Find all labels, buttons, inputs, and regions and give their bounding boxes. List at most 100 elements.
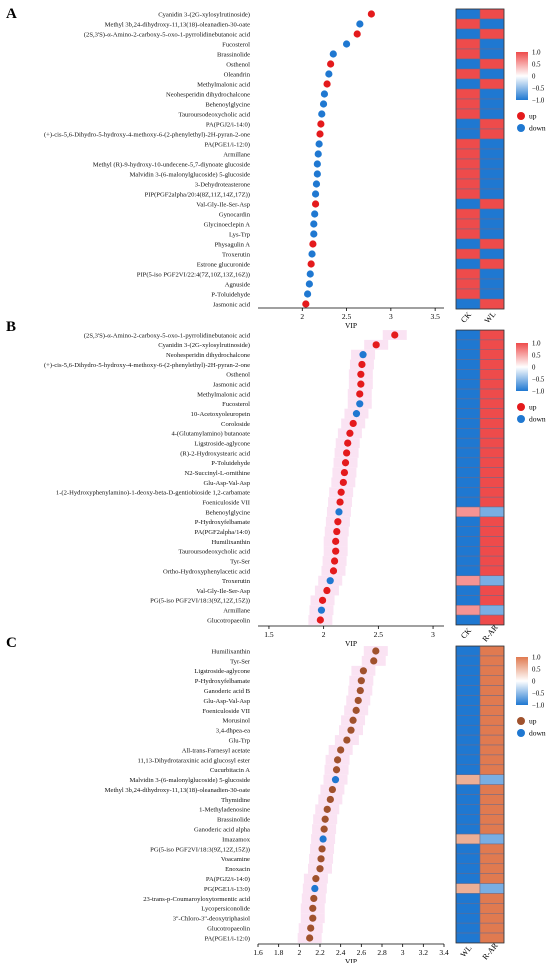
colorbar-tick-label: −1.0	[532, 389, 545, 396]
vip-point	[316, 865, 324, 873]
heatmap-cell	[455, 108, 481, 120]
metabolite-label: Enoxacin	[225, 866, 251, 873]
heatmap-column-label: R-AR	[480, 623, 500, 644]
heatmap-cell	[479, 506, 505, 518]
heatmap-cell	[455, 248, 481, 260]
metabolite-label: 1-Methyladenosine	[199, 807, 250, 814]
heatmap-cell	[455, 288, 481, 300]
colorbar-tick-label: 0.5	[532, 62, 541, 69]
vip-point	[344, 439, 352, 447]
heatmap-column-label: WL	[483, 310, 498, 325]
vip-point	[349, 716, 357, 724]
vip-point	[306, 270, 314, 278]
heatmap-cell	[455, 575, 481, 586]
heatmap-column-label: CK	[459, 310, 473, 324]
metabolite-label: (2S,3'S)-α-Amino-2-carboxy-5-oxo-1-pyrro…	[84, 332, 251, 339]
metabolite-label: Fucosterol	[222, 41, 250, 48]
vip-point	[334, 518, 342, 526]
vip-point	[312, 180, 321, 188]
heatmap-cell	[455, 724, 481, 736]
heatmap-cell	[455, 605, 481, 616]
heatmap-cell	[479, 437, 505, 449]
vip-point	[317, 855, 325, 863]
heatmap-cell	[479, 248, 505, 260]
heatmap-cell	[479, 565, 505, 577]
vip-point	[315, 140, 323, 148]
panel-label: A	[6, 6, 17, 22]
vip-point	[331, 776, 340, 784]
vip-point	[320, 90, 329, 98]
heatmap-column-label: R-AR	[480, 941, 500, 962]
heatmap-cell	[455, 428, 481, 439]
heatmap-frame	[455, 8, 505, 310]
heatmap-cell	[455, 457, 481, 468]
vip-point	[323, 80, 331, 88]
colorbar-tick-label: 1.0	[532, 341, 541, 348]
metabolite-label: Osthenol	[226, 61, 250, 68]
metabolite-label: (R)-2-Hydroxystearic acid	[180, 450, 250, 457]
metabolite-label: Estrone glucuronide	[197, 261, 250, 268]
metabolite-label: Behenoylglycine	[205, 509, 250, 516]
heatmap-cell	[455, 595, 481, 606]
legend-down-label: down	[529, 124, 546, 133]
vip-point	[318, 845, 326, 853]
x-tick-label: 2	[297, 948, 301, 957]
heatmap-cell	[455, 188, 481, 200]
heatmap-column-label: WL	[459, 944, 474, 959]
colorbar	[516, 657, 528, 705]
metabolite-label: Glu-Asp-Val-Asp	[203, 480, 250, 487]
heatmap-cell	[479, 675, 505, 686]
metabolite-label: Troxerutin	[222, 251, 251, 258]
vip-point	[332, 547, 340, 555]
heatmap-cell	[479, 784, 505, 795]
metabolite-label: (+)-cis-5,6-Dihydro-5-hydroxy-4-methoxy-…	[44, 362, 250, 369]
heatmap-cell	[479, 298, 505, 310]
heatmap-cell	[479, 754, 505, 766]
heatmap-cell	[479, 705, 505, 716]
heatmap-cell	[479, 487, 505, 498]
x-tick-label: 3	[389, 312, 393, 321]
heatmap-cell	[479, 645, 505, 657]
heatmap-cell	[455, 685, 481, 696]
vip-point	[318, 596, 327, 604]
heatmap-cell	[455, 268, 481, 280]
metabolite-label: All-trans-Farnesyl acetate	[182, 747, 250, 754]
vip-point	[357, 380, 365, 388]
metabolite-label: (+)-cis-5,6-Dihydro-5-hydroxy-4-methoxy-…	[44, 131, 250, 138]
heatmap-cell	[479, 724, 505, 736]
vip-point	[314, 150, 322, 158]
metabolite-label: Val-Gly-Ile-Ser-Asp	[196, 201, 250, 208]
metabolite-label: N2-Succinyl-L-ornithine	[184, 470, 250, 477]
heatmap-cell	[479, 744, 505, 756]
heatmap-cell	[455, 774, 481, 785]
heatmap-cell	[479, 58, 505, 70]
heatmap-cell	[479, 128, 505, 140]
metabolite-label: Cyanidin 3-(2G-xylosylrutinoside)	[158, 342, 250, 349]
metabolite-label: Voacamine	[221, 856, 250, 863]
metabolite-label: Ligstroside-aglycone	[194, 441, 250, 448]
colorbar	[516, 343, 528, 391]
colorbar	[516, 52, 528, 100]
vip-point	[302, 300, 310, 308]
vip-point	[323, 586, 331, 595]
heatmap-cell	[479, 388, 505, 400]
vip-point	[328, 785, 336, 794]
heatmap-cell	[479, 477, 505, 488]
heatmap-cell	[455, 447, 481, 459]
heatmap-cell	[479, 168, 505, 180]
colorbar-tick-label: 0	[532, 74, 536, 81]
vip-point	[325, 70, 333, 78]
vip-point	[323, 805, 331, 813]
metabolite-label: Foeniculoside VII	[202, 708, 250, 715]
panel-A: A Cyanidin 3-(2G-xylosylrutinoside) Methyl…	[6, 6, 546, 330]
vip-point	[356, 400, 364, 408]
heatmap-cell	[479, 88, 505, 100]
legend-up-label: up	[529, 112, 537, 121]
vip-point	[305, 280, 313, 288]
vip-point	[327, 60, 335, 68]
heatmap-cell	[455, 843, 481, 855]
vip-point	[337, 746, 345, 754]
legend-up-label: up	[529, 403, 537, 412]
colorbar-tick-label: 0	[532, 679, 536, 686]
heatmap-cell	[479, 378, 505, 390]
